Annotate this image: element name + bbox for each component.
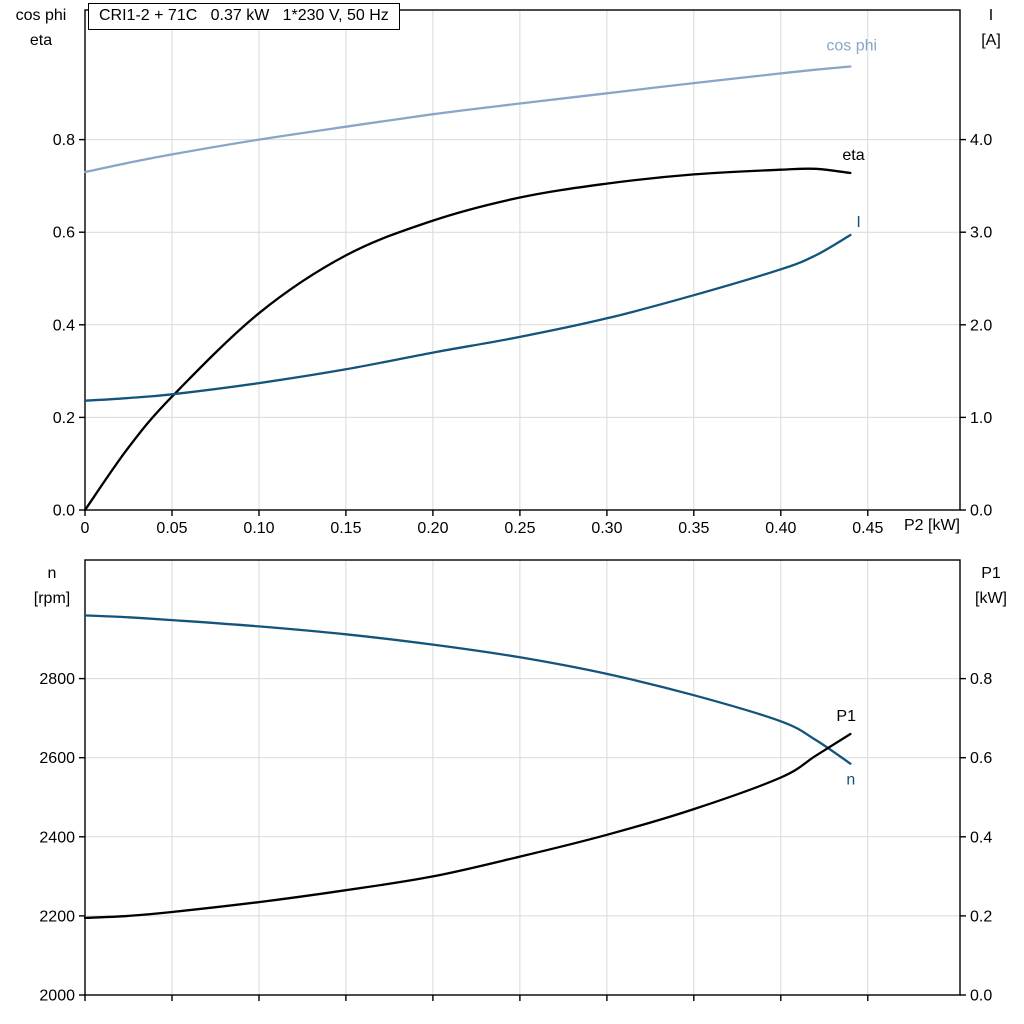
x-tick-label: 0	[81, 520, 90, 537]
curve-p1	[83, 732, 852, 920]
left-tick-label: 0.2	[53, 410, 75, 427]
x-tick-label: 0.05	[156, 520, 187, 537]
top-right-axis-title: I [A]	[962, 4, 1020, 54]
chart-0: 0 0.05 0.10 0.15 0.20 0.25 0.30 0.35 0.40 0.45 0.0…	[53, 9, 992, 537]
curve-eta	[83, 167, 852, 512]
curve-label-i: I	[856, 214, 860, 231]
left-tick-label: 2800	[39, 671, 75, 688]
axis-title-p1-unit: [kW]	[975, 589, 1007, 607]
curve-label-eta: eta	[842, 147, 864, 164]
axis-title-current-unit: [A]	[981, 31, 1001, 49]
curve-label-cos-phi: cos phi	[826, 38, 877, 55]
axis-title-eta: eta	[29, 31, 53, 49]
curve-i	[83, 233, 852, 402]
x-tick-label: 0.40	[765, 520, 796, 537]
curve-n	[83, 614, 852, 765]
left-tick-label: 2400	[39, 829, 75, 846]
right-tick-label: 2.0	[970, 317, 992, 334]
x-tick-label: 0.30	[591, 520, 622, 537]
left-tick-label: 2000	[39, 988, 75, 1005]
axis-title-p1: P1	[981, 565, 1001, 582]
curve-cos-phi	[83, 65, 852, 174]
axis-title-current: I	[988, 7, 994, 24]
left-tick-label: 2600	[39, 750, 75, 767]
x-tick-label: 0.15	[330, 520, 361, 537]
right-tick-label: 0.8	[970, 671, 992, 688]
left-tick-label: 0.4	[53, 317, 75, 334]
x-tick-label: 0.25	[504, 520, 535, 537]
right-tick-label: 0.2	[970, 908, 992, 925]
bottom-left-axis-title: n [rpm]	[18, 562, 86, 612]
x-axis-label: P2 [kW]	[903, 517, 960, 534]
left-tick-label: 0.0	[53, 503, 75, 520]
x-tick-label: 0.20	[417, 520, 448, 537]
left-tick-label: 0.6	[53, 225, 75, 242]
right-tick-label: 0.0	[970, 503, 992, 520]
plot-frame	[84, 9, 961, 511]
bottom-right-axis-title: P1 [kW]	[962, 562, 1020, 612]
right-tick-label: 0.0	[970, 988, 992, 1005]
left-tick-label: 0.8	[53, 132, 75, 149]
right-tick-label: 0.4	[970, 829, 992, 846]
curve-label-p1: P1	[836, 708, 856, 725]
chart-1: 2000 2200 2400 2600 2800 0.0 0.2 0.4 0.6 0.8 n P1	[39, 559, 992, 1005]
right-tick-label: 4.0	[970, 132, 992, 149]
x-tick-label: 0.45	[852, 520, 883, 537]
x-tick-label: 0.35	[678, 520, 709, 537]
axis-title-speed-unit: [rpm]	[33, 589, 71, 607]
left-tick-label: 2200	[39, 908, 75, 925]
right-tick-label: 0.6	[970, 750, 992, 767]
x-tick-label: 0.10	[243, 520, 274, 537]
axis-title-speed: n	[47, 565, 57, 582]
plot-frame	[84, 559, 961, 996]
right-tick-label: 3.0	[970, 225, 992, 242]
curve-label-n: n	[846, 772, 855, 789]
axis-title-cos-phi: cos phi	[15, 7, 67, 24]
top-left-axis-title: cos phi eta	[2, 4, 80, 54]
title-box: CRI1-2 + 71C 0.37 kW 1*230 V, 50 Hz	[88, 3, 400, 30]
right-tick-label: 1.0	[970, 410, 992, 427]
